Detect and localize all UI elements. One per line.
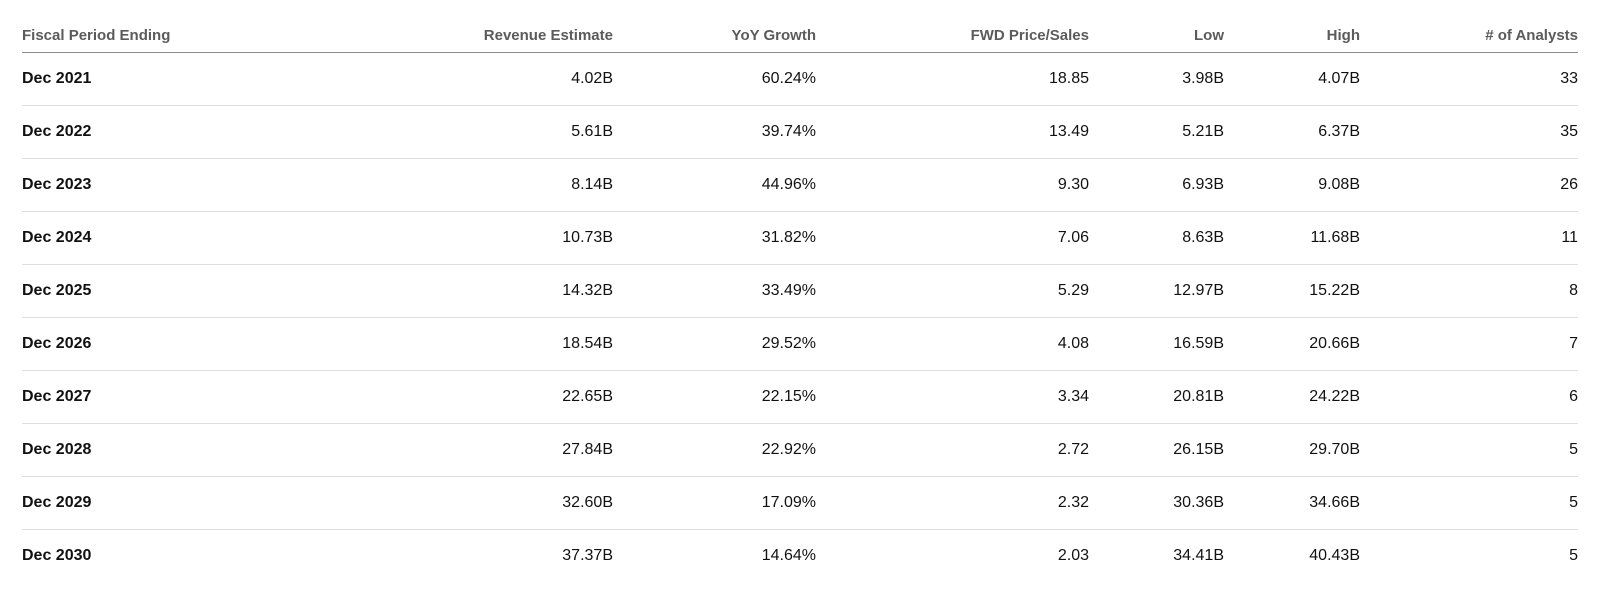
cell-high: 29.70B [1224,423,1360,477]
column-header-high[interactable]: High [1224,18,1360,53]
cell-fwd-price-sales: 7.06 [816,211,1089,265]
cell-low: 20.81B [1089,370,1224,424]
column-header-low[interactable]: Low [1089,18,1224,53]
cell-fwd-price-sales: 2.32 [816,476,1089,530]
cell-low: 34.41B [1173,547,1224,564]
cell-fiscal-period: Dec 2025 [22,264,322,318]
table-row: Dec 2030 37.37B 14.64% 2.03 34.41B 40.43… [22,530,1578,583]
table-row: Dec 2022 5.61B 39.74% 13.49 5.21B 6.37B … [22,105,1578,159]
cell-fwd-price-sales: 2.03 [1057,547,1089,564]
cell-fiscal-period: Dec 2027 [22,370,322,424]
cell-yoy-growth: 22.92% [613,423,816,477]
cell-low: 8.63B [1089,211,1224,265]
table-row: Dec 2026 18.54B 29.52% 4.08 16.59B 20.66… [22,317,1578,371]
table-header: Fiscal Period Ending Revenue Estimate Yo… [22,18,1578,53]
table-row: Dec 2023 8.14B 44.96% 9.30 6.93B 9.08B 2… [22,158,1578,212]
cell-fwd-price-sales: 5.29 [816,264,1089,318]
cell-low: 5.21B [1089,105,1224,159]
cell-revenue-estimate: 4.02B [322,52,613,106]
cell-revenue-estimate: 8.14B [322,158,613,212]
cell-yoy-growth: 22.15% [613,370,816,424]
cell-revenue-estimate: 14.32B [322,264,613,318]
cell-analysts: 26 [1360,158,1578,212]
cell-fiscal-period: Dec 2026 [22,317,322,371]
cell-analysts: 5 [1360,476,1578,530]
cell-revenue-estimate: 5.61B [322,105,613,159]
cell-revenue-estimate: 37.37B [562,547,613,564]
cell-fiscal-period: Dec 2024 [22,211,322,265]
cell-fwd-price-sales: 3.34 [816,370,1089,424]
header-row: Fiscal Period Ending Revenue Estimate Yo… [22,18,1578,53]
cell-analysts: 33 [1360,52,1578,106]
table-row: Dec 2025 14.32B 33.49% 5.29 12.97B 15.22… [22,264,1578,318]
cell-fiscal-period: Dec 2028 [22,423,322,477]
column-header-revenue-estimate[interactable]: Revenue Estimate [322,18,613,53]
table-row: Dec 2029 32.60B 17.09% 2.32 30.36B 34.66… [22,476,1578,530]
cell-fiscal-period: Dec 2023 [22,158,322,212]
cell-fiscal-period: Dec 2029 [22,476,322,530]
cell-high: 6.37B [1224,105,1360,159]
cell-analysts: 35 [1360,105,1578,159]
table-row: Dec 2021 4.02B 60.24% 18.85 3.98B 4.07B … [22,52,1578,106]
column-header-fwd-price-sales[interactable]: FWD Price/Sales [816,18,1089,53]
cell-revenue-estimate: 22.65B [322,370,613,424]
cell-revenue-estimate: 18.54B [322,317,613,371]
column-header-yoy-growth[interactable]: YoY Growth [613,18,816,53]
cell-analysts: 8 [1360,264,1578,318]
cell-low: 12.97B [1089,264,1224,318]
cell-low: 26.15B [1089,423,1224,477]
column-header-analysts[interactable]: # of Analysts [1360,18,1578,53]
cell-fwd-price-sales: 18.85 [816,52,1089,106]
cell-analysts: 5 [1360,423,1578,477]
cell-fiscal-period: Dec 2030 [22,547,92,564]
revenue-estimates-table-container: Fiscal Period Ending Revenue Estimate Yo… [22,18,1578,582]
cell-high: 4.07B [1224,52,1360,106]
cell-low: 30.36B [1089,476,1224,530]
cell-high: 20.66B [1224,317,1360,371]
cell-fwd-price-sales: 9.30 [816,158,1089,212]
cell-yoy-growth: 39.74% [613,105,816,159]
cell-fwd-price-sales: 2.72 [816,423,1089,477]
table-row: Dec 2028 27.84B 22.92% 2.72 26.15B 29.70… [22,423,1578,477]
cell-revenue-estimate: 10.73B [322,211,613,265]
cell-revenue-estimate: 32.60B [322,476,613,530]
table-row: Dec 2024 10.73B 31.82% 7.06 8.63B 11.68B… [22,211,1578,265]
cell-revenue-estimate: 27.84B [322,423,613,477]
cell-yoy-growth: 31.82% [613,211,816,265]
cell-yoy-growth: 33.49% [613,264,816,318]
cell-fwd-price-sales: 4.08 [816,317,1089,371]
cell-fwd-price-sales: 13.49 [816,105,1089,159]
cell-high: 9.08B [1224,158,1360,212]
cell-yoy-growth: 60.24% [613,52,816,106]
cell-high: 34.66B [1224,476,1360,530]
cell-high: 15.22B [1224,264,1360,318]
cell-low: 6.93B [1089,158,1224,212]
cell-low: 3.98B [1089,52,1224,106]
cell-high: 24.22B [1224,370,1360,424]
cell-yoy-growth: 44.96% [613,158,816,212]
cell-analysts: 11 [1360,211,1578,265]
cell-fiscal-period: Dec 2022 [22,105,322,159]
revenue-estimates-table: Fiscal Period Ending Revenue Estimate Yo… [22,18,1578,582]
cell-analysts: 6 [1360,370,1578,424]
table-body: Dec 2021 4.02B 60.24% 18.85 3.98B 4.07B … [22,52,1578,583]
cell-fiscal-period: Dec 2021 [22,52,322,106]
column-header-fiscal-period[interactable]: Fiscal Period Ending [22,18,322,53]
cell-high: 11.68B [1224,211,1360,265]
cell-yoy-growth: 29.52% [613,317,816,371]
cell-yoy-growth: 14.64% [761,547,816,564]
cell-analysts: 5 [1569,547,1578,564]
cell-high: 40.43B [1309,547,1360,564]
cell-analysts: 7 [1360,317,1578,371]
cell-yoy-growth: 17.09% [613,476,816,530]
cell-low: 16.59B [1089,317,1224,371]
table-row: Dec 2027 22.65B 22.15% 3.34 20.81B 24.22… [22,370,1578,424]
